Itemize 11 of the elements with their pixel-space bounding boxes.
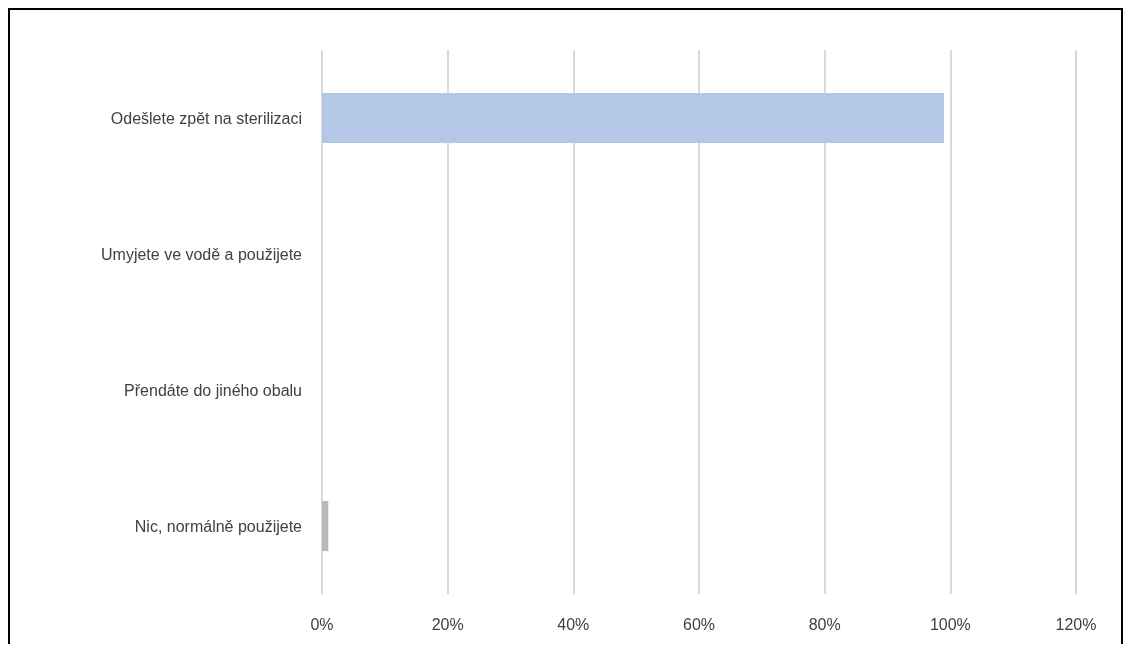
y-tick-label: Odešlete zpět na sterilizaci [110,109,302,127]
x-tick-label: 60% [682,615,716,633]
x-tick-label: 100% [929,615,971,633]
y-tick-label: Umyjete ve vodě a použijete [101,245,303,263]
x-tick-label: 0% [310,615,334,633]
y-tick-label: Nic, normálně použijete [134,517,303,535]
x-tick-label: 80% [808,615,841,633]
x-tick-label: 20% [431,615,464,633]
x-tick-label: 40% [557,615,590,633]
y-tick-label: Přendáte do jiného obalu [124,381,302,399]
x-tick-label: 120% [1055,615,1097,633]
